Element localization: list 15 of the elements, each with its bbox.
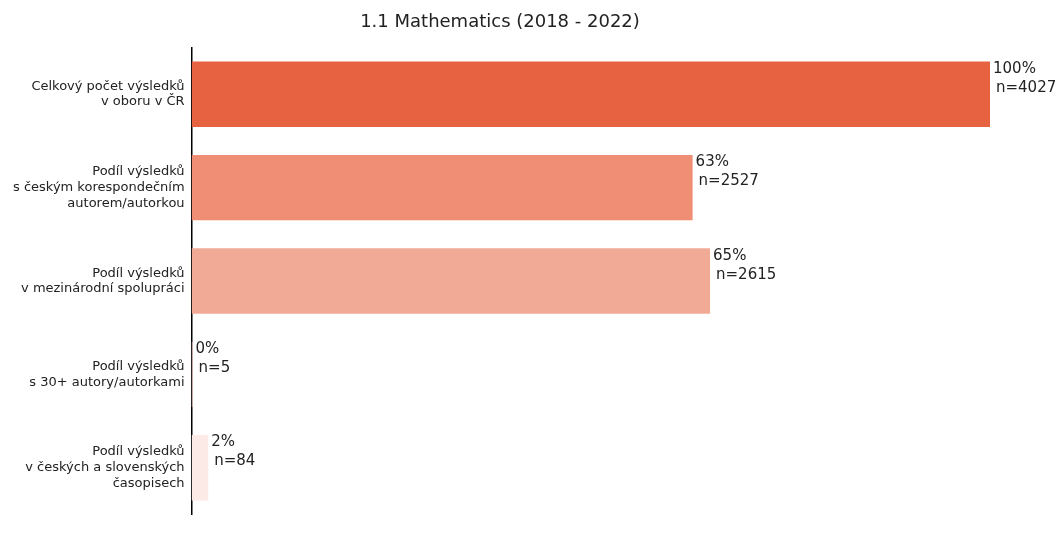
bar — [191, 435, 209, 501]
data-label: 2% n=84 — [211, 432, 256, 470]
bar — [191, 61, 990, 127]
data-label: 65% n=2615 — [713, 245, 777, 283]
y-tick-label: Podíl výsledků v mezinárodní spolupráci — [21, 264, 185, 296]
data-label: 100% n=4027 — [993, 58, 1057, 96]
chart-title: 1.1 Mathematics (2018 - 2022) — [360, 10, 640, 32]
y-tick-label: Podíl výsledků s 30+ autory/autorkami — [29, 357, 185, 389]
bar — [191, 154, 693, 221]
bar — [191, 248, 711, 314]
y-tick-label: Podíl výsledků s českým korespondečním autorem/autorkou — [12, 163, 185, 210]
data-label: 63% n=2527 — [695, 152, 759, 190]
y-tick-label: Podíl výsledků v českých a slovenských časopisech — [25, 443, 185, 490]
y-tick-label: Celkový počet výsledků v oboru v ČR — [31, 77, 185, 109]
data-label: 0% n=5 — [195, 339, 231, 377]
